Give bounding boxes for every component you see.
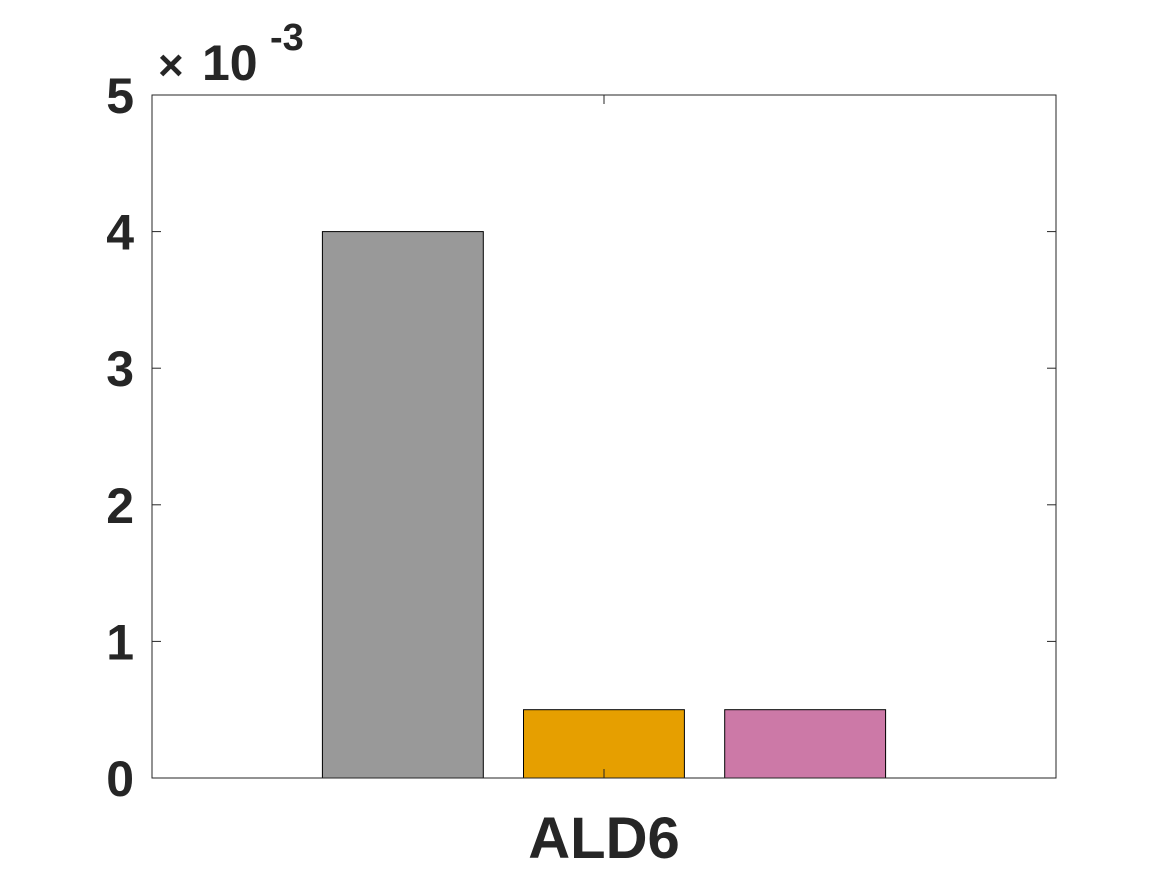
y-tick-label: 5 <box>106 68 134 124</box>
bars <box>321 231 887 779</box>
y-exponent-label: × 10 -3 <box>158 17 304 91</box>
y-tick-labels: 0 1 2 3 4 5 <box>106 68 134 807</box>
y-tick-label: 2 <box>106 478 134 534</box>
x-tick-labels: ALD6 <box>528 806 679 871</box>
x-tick-label: ALD6 <box>528 806 679 871</box>
bar-ald6-series-2 <box>523 709 685 779</box>
y-tick-label: 3 <box>106 341 134 397</box>
bar-ald6-series-1 <box>321 231 484 779</box>
plot-area-frame <box>151 94 1057 779</box>
y-tick-label: 1 <box>106 614 134 670</box>
tick-marks <box>152 95 1056 778</box>
bar-ald6-series-3 <box>724 709 887 779</box>
y-tick-label: 0 <box>106 751 134 807</box>
y-exponent-power: -3 <box>270 17 304 59</box>
y-exponent-base: 10 <box>202 35 258 91</box>
y-exponent-times: × <box>158 41 184 90</box>
y-tick-label: 4 <box>106 205 134 261</box>
